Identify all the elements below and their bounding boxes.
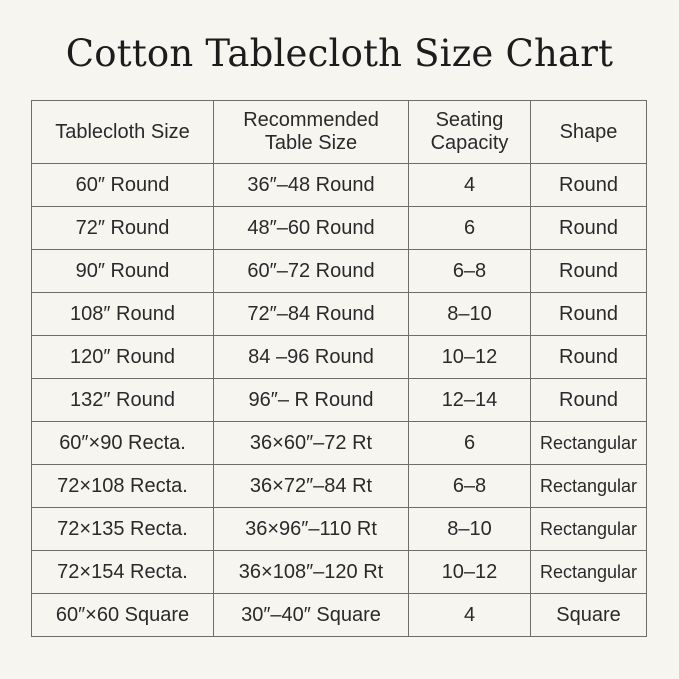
cell-tablecloth-size: 120″ Round [31, 335, 214, 379]
table-row: 108″ Round 72″–84 Round 8–10 Round [31, 292, 647, 336]
cell-recommended-table-size: 36×96″–110 Rt [213, 507, 409, 551]
cell-tablecloth-size: 60″ Round [31, 163, 214, 207]
cell-recommended-table-size: 60″–72 Round [213, 249, 409, 293]
cell-recommended-table-size: 30″–40″ Square [213, 593, 409, 637]
cell-seating-capacity: 8–10 [408, 507, 531, 551]
cell-seating-capacity: 12–14 [408, 378, 531, 422]
header-tablecloth-size: Tablecloth Size [31, 100, 214, 164]
cell-tablecloth-size: 72×154 Recta. [31, 550, 214, 594]
cell-seating-capacity: 6–8 [408, 464, 531, 508]
cell-recommended-table-size: 48″–60 Round [213, 206, 409, 250]
table-row: 60″ Round 36″–48 Round 4 Round [31, 163, 647, 207]
cell-shape: Round [530, 206, 647, 250]
cell-recommended-table-size: 36×60″–72 Rt [213, 421, 409, 465]
cell-seating-capacity: 6 [408, 206, 531, 250]
cell-tablecloth-size: 72×108 Recta. [31, 464, 214, 508]
cell-recommended-table-size: 72″–84 Round [213, 292, 409, 336]
cell-seating-capacity: 6 [408, 421, 531, 465]
header-shape: Shape [530, 100, 647, 164]
cell-seating-capacity: 4 [408, 593, 531, 637]
cell-shape: Round [530, 335, 647, 379]
cell-tablecloth-size: 72″ Round [31, 206, 214, 250]
cell-recommended-table-size: 96″– R Round [213, 378, 409, 422]
cell-shape: Square [530, 593, 647, 637]
cell-shape: Rectangular [530, 550, 647, 594]
cell-tablecloth-size: 72×135 Recta. [31, 507, 214, 551]
header-row: Tablecloth Size Recommended Table Size S… [31, 100, 647, 164]
cell-shape: Round [530, 249, 647, 293]
header-seating-capacity: Seating Capacity [408, 100, 531, 164]
cell-shape: Round [530, 163, 647, 207]
cell-seating-capacity: 8–10 [408, 292, 531, 336]
cell-shape: Rectangular [530, 464, 647, 508]
table-row: 72×108 Recta. 36×72″–84 Rt 6–8 Rectangular [31, 464, 647, 508]
cell-tablecloth-size: 132″ Round [31, 378, 214, 422]
cell-seating-capacity: 10–12 [408, 550, 531, 594]
cell-seating-capacity: 10–12 [408, 335, 531, 379]
cell-shape: Round [530, 292, 647, 336]
cell-shape: Round [530, 378, 647, 422]
table-row: 120″ Round 84 –96 Round 10–12 Round [31, 335, 647, 379]
page-title: Cotton Tablecloth Size Chart [65, 32, 614, 75]
header-seating-text: Seating Capacity [430, 109, 509, 154]
table-row: 132″ Round 96″– R Round 12–14 Round [31, 378, 647, 422]
cell-recommended-table-size: 36×72″–84 Rt [213, 464, 409, 508]
cell-shape: Rectangular [530, 507, 647, 551]
header-recommended-table-size: Recommended Table Size [213, 100, 409, 164]
cell-recommended-table-size: 36×108″–120 Rt [213, 550, 409, 594]
table-row: 72×135 Recta. 36×96″–110 Rt 8–10 Rectangula… [31, 507, 647, 551]
cell-recommended-table-size: 36″–48 Round [213, 163, 409, 207]
cell-seating-capacity: 6–8 [408, 249, 531, 293]
table-row: 72″ Round 48″–60 Round 6 Round [31, 206, 647, 250]
cell-shape: Rectangular [530, 421, 647, 465]
cell-seating-capacity: 4 [408, 163, 531, 207]
cell-tablecloth-size: 60″×60 Square [31, 593, 214, 637]
cell-tablecloth-size: 60″×90 Recta. [31, 421, 214, 465]
cell-tablecloth-size: 108″ Round [31, 292, 214, 336]
table-row: 60″×90 Recta. 36×60″–72 Rt 6 Rectangular [31, 421, 647, 465]
cell-recommended-table-size: 84 –96 Round [213, 335, 409, 379]
table-row: 90″ Round 60″–72 Round 6–8 Round [31, 249, 647, 293]
cell-tablecloth-size: 90″ Round [31, 249, 214, 293]
table-row: 72×154 Recta. 36×108″–120 Rt 10–12 Rectangu… [31, 550, 647, 594]
size-chart-table: Tablecloth Size Recommended Table Size S… [31, 100, 647, 637]
header-recommended-text: Recommended Table Size [243, 109, 379, 154]
table-row: 60″×60 Square 30″–40″ Square 4 Square [31, 593, 647, 637]
